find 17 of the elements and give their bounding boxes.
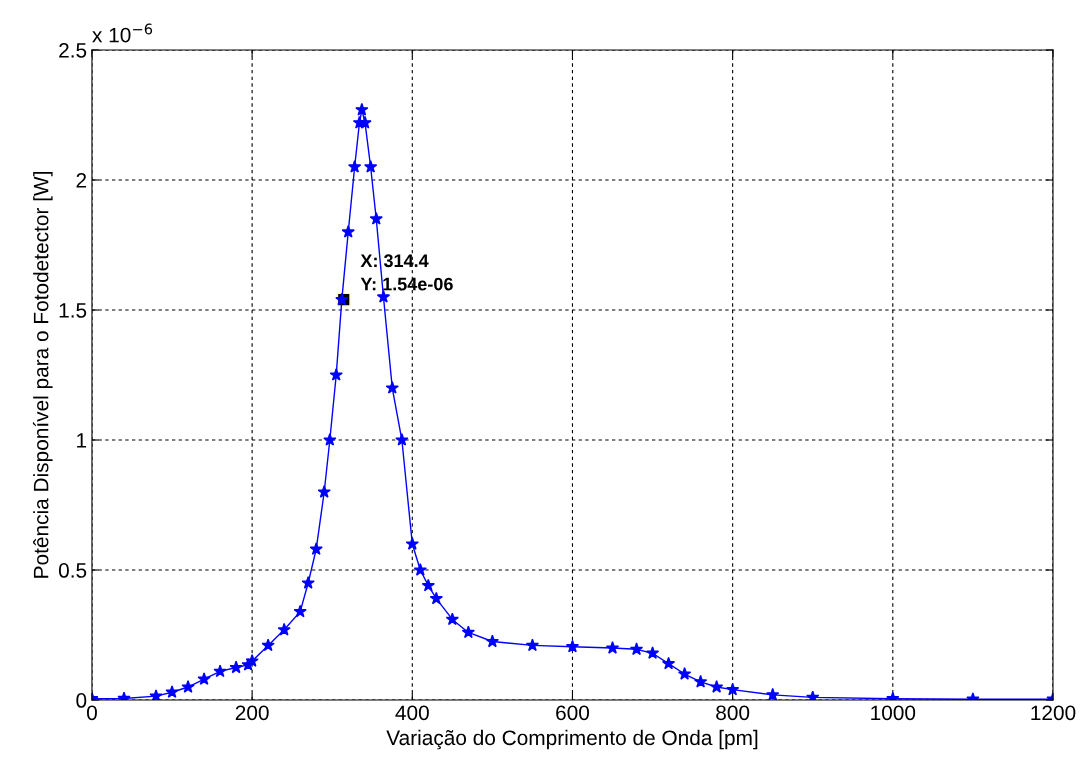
x-tick-label: 1000: [871, 705, 916, 721]
x-axis-title: Variação do Comprimento de Onda [pm]: [386, 729, 758, 750]
y-tick-label: 0.5: [58, 563, 87, 578]
y-tick-label: 0: [76, 693, 87, 708]
text: x 10$^{−6}$: [92, 23, 153, 43]
y-tick-label: 2.5: [59, 42, 87, 58]
y-tick-label: 1: [77, 433, 87, 448]
annotation: X: 314.4 Y: 1.54e-06: [360, 254, 453, 291]
y-tick-label: 1.5: [59, 303, 87, 318]
x-tick-label: 1200: [1031, 705, 1076, 721]
x-tick-label: 600: [556, 705, 590, 721]
x-tick-label: 800: [716, 705, 750, 721]
y-tick-label: 2: [76, 172, 87, 188]
x-tick-label: 200: [235, 705, 269, 721]
y-axis-title: Potência Disponível para o Fotodetector [W]: [32, 172, 53, 578]
x-tick-label: 0: [86, 705, 97, 721]
x-tick-label: 400: [395, 705, 429, 721]
